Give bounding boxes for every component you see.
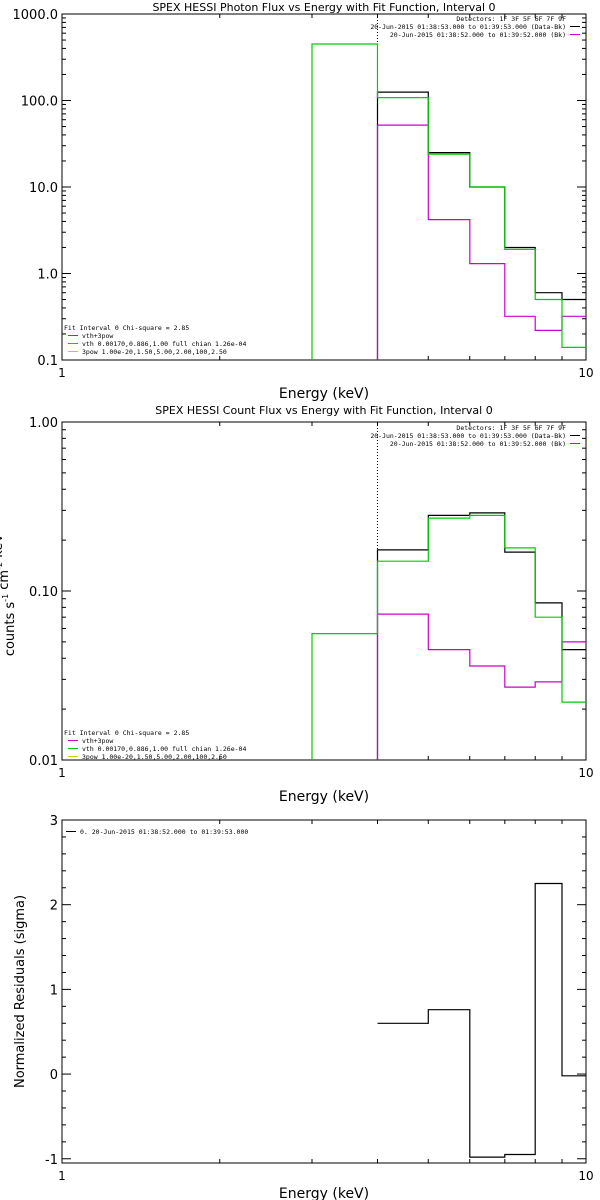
panel2-legend-entry-3: vth 0.00170,0.886,1.00 full chian 1.26e-… xyxy=(82,745,246,753)
panel3-y-tick-label: 0 xyxy=(50,1068,58,1083)
panel1-header-line-3: 20-Jun-2015 01:38:52.000 to 01:39:52.000… xyxy=(390,31,566,39)
panel2-y-tick-label: 0.10 xyxy=(29,585,58,600)
panel2-series-1-steps xyxy=(376,512,586,760)
panel2-header-line-3: 20-Jun-2015 01:38:52.000 to 01:39:52.000… xyxy=(390,440,566,448)
panel2-legend-entry-2: vth+3pow xyxy=(82,737,113,745)
panel2-series-2-steps xyxy=(376,613,586,760)
panel3-x-tick-label: 10 xyxy=(578,1169,593,1183)
panel1-x-tick-label: 10 xyxy=(578,366,593,380)
panel1-y-tick-label: 1.0 xyxy=(37,268,58,283)
panel3-x-axis-label: Energy (keV) xyxy=(279,1186,369,1200)
panel2-series-3-steps xyxy=(311,514,586,760)
panel1-y-tick-label: 10.0 xyxy=(29,181,58,196)
panel2-plot-frame xyxy=(61,421,587,761)
panel3-y-axis-label: Normalized Residuals (sigma) xyxy=(13,895,28,1088)
panel3-legend-entry-1: 0. 20-Jun-2015 01:38:52.000 to 01:39:53.… xyxy=(80,828,248,836)
panel3-x-tick-label: 1 xyxy=(58,1169,66,1183)
panel3-y-tick-label: 3 xyxy=(50,814,58,829)
panel1-y-tick-label: 1000.0 xyxy=(13,8,59,23)
panel2-y-tick-label: 1.00 xyxy=(29,416,58,431)
panel1-y-tick-label: 0.1 xyxy=(37,354,58,369)
panel2-header-line-2: 20-Jun-2015 01:38:53.000 to 01:39:53.000… xyxy=(370,432,566,440)
panel1-legend-entry-2: vth+3pow xyxy=(82,332,113,340)
panel1-header-line-2: 20-Jun-2015 01:38:53.000 to 01:39:53.000… xyxy=(370,23,566,31)
panel1-legend-entry-1: Fit Interval 0 Chi-square = 2.85 xyxy=(64,324,189,332)
panel1-y-tick-label: 100.0 xyxy=(21,95,58,110)
panel2-header-line-1: Detectors: 1F 3F 5F 6F 7F 9F xyxy=(456,424,566,432)
panel1-series-3-steps xyxy=(311,43,586,360)
panel1-series-2-steps xyxy=(376,124,586,360)
panel1-header-line-1: Detectors: 1F 3F 5F 6F 7F 9F xyxy=(456,15,566,23)
panel1-legend-entry-4: 3pow 1.00e-20,1.50,5.00,2.00,100,2.50 xyxy=(82,348,227,356)
panel3-y-tick-label: 2 xyxy=(50,899,58,914)
panel1-plot-frame xyxy=(61,13,587,361)
panel2-title: SPEX HESSI Count Flux vs Energy with Fit… xyxy=(155,404,492,417)
panel2-y-axis-label: counts s-1 cm-2 keV-1 xyxy=(0,526,18,656)
panel3-y-tick-label: -1 xyxy=(45,1153,58,1168)
panel2-legend-entry-4: 3pow 1.00e-20,1.50,5.00,2.00,100,2.50 xyxy=(82,753,227,761)
panel3-series-1-steps xyxy=(377,882,586,1158)
panel2-x-tick-label: 10 xyxy=(578,766,593,780)
panel1-x-tick-label: 1 xyxy=(58,366,66,380)
panel2-y-tick-label: 0.01 xyxy=(29,754,58,769)
panel2-x-tick-label: 1 xyxy=(58,766,66,780)
panel2-x-axis-label: Energy (keV) xyxy=(279,789,369,805)
panel1-title: SPEX HESSI Photon Flux vs Energy with Fi… xyxy=(152,1,495,14)
panel2-legend-entry-1: Fit Interval 0 Chi-square = 2.85 xyxy=(64,729,189,737)
panel3-plot-frame xyxy=(61,819,587,1164)
panel1-x-axis-label: Energy (keV) xyxy=(279,386,369,402)
panel1-series-1-steps xyxy=(376,91,586,360)
panel3-y-tick-label: 1 xyxy=(50,983,58,998)
panel1-legend-entry-3: vth 0.00170,0.886,1.00 full chian 1.26e-… xyxy=(82,340,246,348)
